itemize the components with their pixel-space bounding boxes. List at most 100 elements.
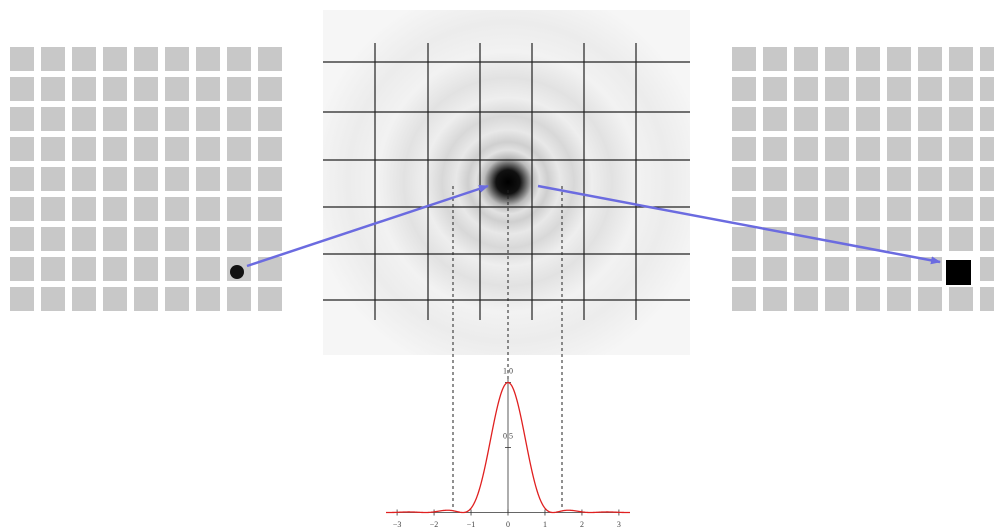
pixel: [72, 137, 96, 161]
pixel: [103, 167, 127, 191]
pixel: [763, 167, 787, 191]
pixel: [980, 47, 994, 71]
pixel: [165, 287, 189, 311]
pixel: [103, 137, 127, 161]
pixel: [134, 47, 158, 71]
pixel: [825, 167, 849, 191]
x-tick-label: 3: [617, 520, 621, 529]
pixel: [103, 257, 127, 281]
pixel: [165, 167, 189, 191]
pixel: [41, 77, 65, 101]
pixel: [949, 47, 973, 71]
pixel: [732, 107, 756, 131]
pixel: [918, 47, 942, 71]
pixel: [825, 107, 849, 131]
pixel: [10, 257, 34, 281]
pixel: [258, 107, 282, 131]
x-tick-label: −3: [393, 520, 402, 529]
pixel: [165, 107, 189, 131]
pixel: [980, 137, 994, 161]
pixel: [732, 47, 756, 71]
pixel: [10, 197, 34, 221]
x-tick-label: −1: [467, 520, 476, 529]
pixel: [10, 167, 34, 191]
pixel: [41, 47, 65, 71]
pixel: [856, 197, 880, 221]
pixel: [887, 107, 911, 131]
pixel: [980, 257, 994, 281]
pixel: [918, 287, 942, 311]
detected-pixel: [946, 260, 971, 285]
pixel: [918, 167, 942, 191]
pixel: [258, 197, 282, 221]
pixel: [196, 257, 220, 281]
pixel: [918, 77, 942, 101]
pixel: [763, 47, 787, 71]
x-tick-label: 0: [506, 520, 510, 529]
pixel: [10, 107, 34, 131]
pixel: [794, 197, 818, 221]
pixel: [794, 107, 818, 131]
pixel: [856, 107, 880, 131]
pixel: [918, 137, 942, 161]
pixel: [72, 287, 96, 311]
pixel: [227, 137, 251, 161]
pixel: [856, 137, 880, 161]
pixel: [825, 227, 849, 251]
pixel: [134, 77, 158, 101]
pixel: [794, 257, 818, 281]
pixel: [763, 257, 787, 281]
pixel: [41, 137, 65, 161]
pixel: [763, 137, 787, 161]
pixel: [196, 77, 220, 101]
x-tick-label: 1: [543, 520, 547, 529]
pixel: [825, 137, 849, 161]
pixel: [825, 287, 849, 311]
pixel: [887, 197, 911, 221]
pixel: [763, 107, 787, 131]
pixel: [949, 167, 973, 191]
pixel: [196, 107, 220, 131]
pixel: [887, 137, 911, 161]
pixel: [887, 167, 911, 191]
pixel: [949, 137, 973, 161]
pixel: [258, 137, 282, 161]
pixel: [258, 47, 282, 71]
pixel: [196, 47, 220, 71]
pixel: [196, 167, 220, 191]
pixel: [10, 227, 34, 251]
point-source: [230, 265, 244, 279]
pixel: [227, 227, 251, 251]
pixel: [134, 107, 158, 131]
pixel: [949, 77, 973, 101]
pixel: [41, 287, 65, 311]
pixel: [258, 227, 282, 251]
pixel: [41, 197, 65, 221]
pixel: [165, 197, 189, 221]
pixel: [763, 197, 787, 221]
pixel: [72, 227, 96, 251]
pixel: [856, 47, 880, 71]
pixel: [134, 137, 158, 161]
pixel: [227, 107, 251, 131]
pixel: [165, 47, 189, 71]
pixel: [41, 227, 65, 251]
pixel: [227, 47, 251, 71]
y-tick-label: 0.5: [503, 432, 513, 441]
pixel: [134, 257, 158, 281]
pixel: [732, 287, 756, 311]
pixel: [732, 197, 756, 221]
pixel: [887, 287, 911, 311]
pixel: [72, 47, 96, 71]
pixel: [856, 257, 880, 281]
pixel: [794, 167, 818, 191]
pixel: [794, 137, 818, 161]
pixel: [10, 287, 34, 311]
pixel: [227, 77, 251, 101]
pixel: [825, 197, 849, 221]
pixel: [72, 167, 96, 191]
pixel: [103, 227, 127, 251]
pixel: [10, 77, 34, 101]
pixel: [196, 227, 220, 251]
pixel: [196, 197, 220, 221]
